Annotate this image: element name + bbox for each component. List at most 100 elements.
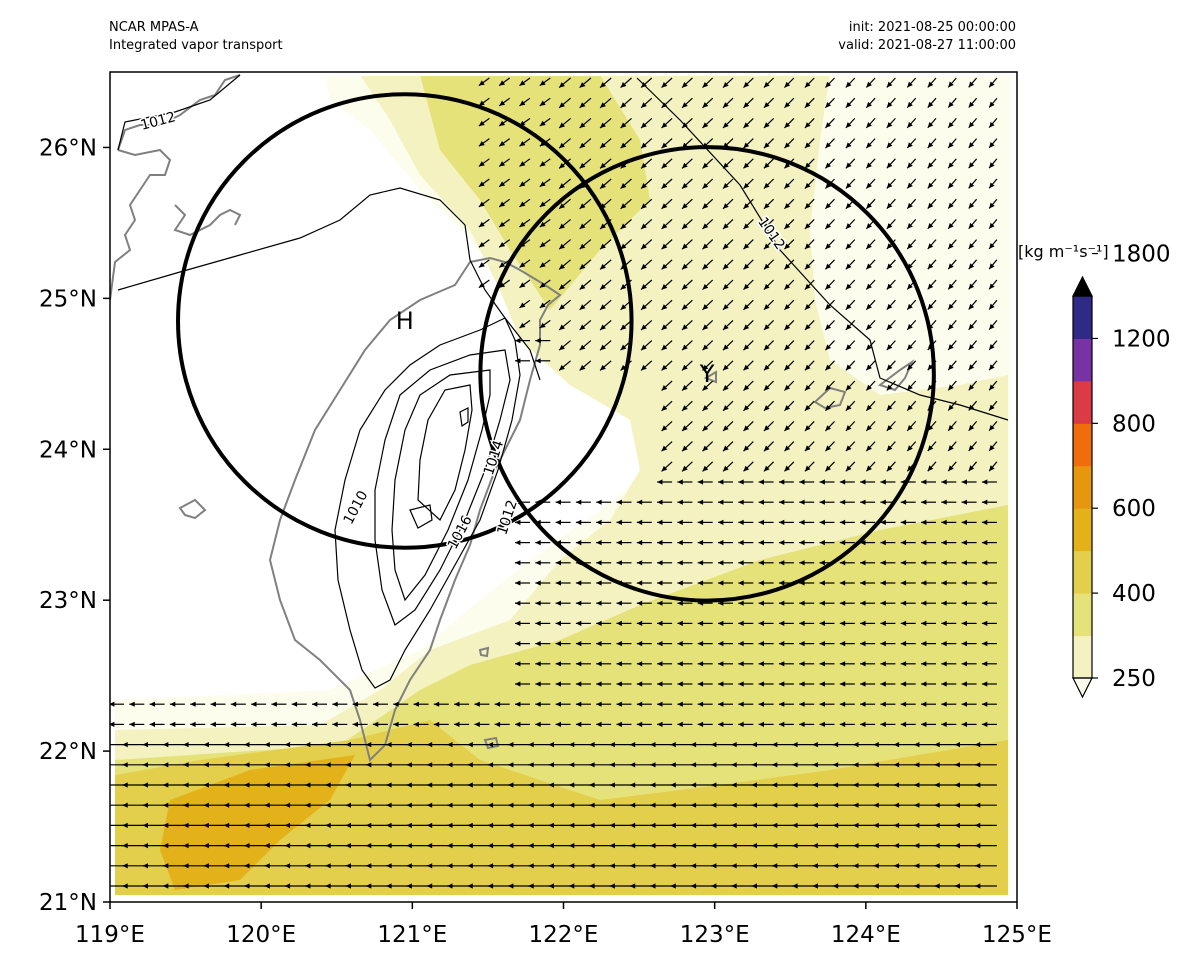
ivt-vector-head (519, 322, 526, 329)
ivt-vector-head (454, 701, 460, 707)
ivt-vector-head (629, 782, 636, 788)
colorbar-swatch (1073, 338, 1092, 382)
ivt-vector-head (499, 161, 506, 167)
ivt-vector-head (129, 701, 135, 707)
ivt-vector-head (981, 701, 988, 707)
ivt-vector-head (345, 741, 352, 748)
ivt-vector-head (825, 404, 832, 411)
ivt-vector-head (251, 701, 257, 707)
ivt-vector-head (711, 762, 717, 768)
ivt-vector-head (954, 863, 961, 869)
ivt-vector-head (758, 519, 765, 526)
ivt-vector-head (102, 863, 107, 868)
ivt-vector-head (223, 762, 230, 768)
ivt-vector-head (948, 384, 954, 391)
ivt-vector-head (467, 822, 473, 829)
ivt-vector-head (731, 883, 737, 889)
ivt-vector-head (763, 182, 770, 189)
ivt-vector-head (763, 81, 770, 88)
ivt-vector-head (548, 863, 555, 869)
ivt-vector-head (620, 82, 627, 88)
ivt-vector-head (579, 284, 586, 290)
ivt-vector-head (989, 222, 995, 229)
ivt-vector-head (907, 101, 913, 108)
ivt-vector-head (499, 80, 506, 86)
ivt-vector-head (722, 283, 729, 290)
ivt-vector-head (559, 223, 565, 229)
ivt-vector-head (596, 600, 602, 606)
ivt-vector-head (968, 283, 975, 290)
ivt-vector-head (968, 222, 975, 229)
ivt-vector-head (907, 324, 913, 330)
ivt-vector-head (650, 842, 656, 849)
ivt-vector-head (661, 284, 668, 290)
ivt-vector-head (866, 202, 872, 209)
ivt-vector-head (203, 741, 209, 748)
ivt-vector-head (284, 782, 291, 788)
ivt-vector-head (989, 121, 995, 128)
ivt-vector-head (616, 721, 622, 728)
ivt-vector-head (122, 762, 128, 768)
ivt-vector-head (941, 661, 947, 667)
ivt-vector-head (784, 162, 791, 169)
ivt-vector-head (860, 640, 866, 647)
ivt-vector-head (778, 539, 785, 546)
ivt-vector-head (763, 243, 770, 250)
ivt-vector-head (989, 344, 995, 350)
contour-1012-north (117, 187, 541, 381)
ivt-vector-head (474, 701, 480, 707)
coast-ishigaki (813, 386, 847, 410)
ivt-vector-head (948, 445, 954, 451)
ivt-vector-head (539, 201, 546, 207)
ivt-vector-head (961, 701, 968, 707)
ivt-vector-head (636, 560, 643, 566)
ivt-vector-head (682, 243, 688, 250)
ivt-vector-head (406, 741, 412, 748)
ivt-vector-head (528, 802, 534, 808)
ivt-vector-head (555, 560, 562, 566)
ivt-vector-head (203, 762, 209, 768)
ivt-vector-head (799, 580, 805, 586)
ivt-vector-head (941, 539, 947, 546)
y-tick-label: 21°N (39, 890, 97, 916)
ivt-vector-head (641, 162, 647, 169)
ivt-vector-head (697, 721, 704, 728)
ivt-vector-head (548, 741, 555, 748)
ivt-vector-head (641, 102, 647, 108)
ivt-vector-head (555, 580, 562, 586)
ivt-vector-head (792, 883, 798, 889)
ivt-vector-head (921, 479, 927, 485)
ivt-vector-head (799, 539, 805, 546)
ivt-vector-head (474, 721, 480, 728)
ivt-vector-head (657, 721, 663, 728)
ivt-vector-head (568, 741, 575, 748)
ivt-vector-head (989, 81, 995, 88)
ivt-vector-head (927, 142, 934, 148)
header-right: init: 2021-08-25 00:00:00 valid: 2021-08… (838, 19, 1016, 55)
ivt-vector-head (702, 384, 709, 391)
ivt-vector-head (661, 405, 668, 411)
ivt-vector-head (927, 384, 934, 391)
ivt-vector-head (948, 344, 954, 350)
ivt-vector-head (968, 243, 975, 249)
ivt-vector-head (670, 741, 676, 748)
ivt-vector-head (528, 741, 534, 748)
ivt-vector-head (620, 142, 627, 149)
ivt-vector-head (900, 640, 907, 647)
ivt-vector-head (661, 183, 668, 189)
ivt-band-600 (160, 755, 355, 890)
ivt-vector-head (264, 741, 270, 748)
ivt-vector-head (968, 162, 975, 169)
ivt-vector-head (743, 142, 750, 149)
ivt-vector-head (609, 883, 615, 889)
ivt-vector-head (600, 284, 606, 290)
ivt-vector-head (596, 620, 602, 627)
ivt-vector-head (845, 283, 852, 290)
ivt-vector-head (426, 782, 433, 788)
ivt-vector-head (426, 762, 433, 768)
ivt-vector-head (413, 701, 419, 707)
ivt-vector-head (738, 721, 744, 728)
ivt-vector-head (763, 465, 770, 472)
field-name: Integrated vapor transport (109, 38, 283, 53)
ivt-vector-head (784, 344, 791, 351)
